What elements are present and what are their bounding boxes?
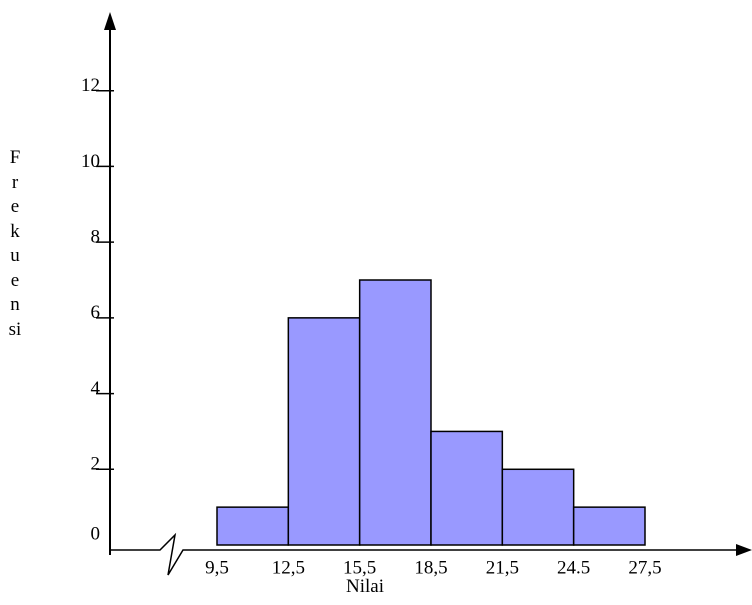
y-tick-label: 12	[81, 75, 100, 96]
x-tick-label: 24.5	[557, 557, 590, 578]
bar	[217, 507, 288, 545]
y-arrow	[104, 12, 116, 30]
page: Nilai 0 2 4 6 8 10 12 9,5 12,5 15,5 18,5 21,5 24.5 27…	[0, 0, 752, 605]
y-tick-label: 8	[91, 227, 101, 248]
bar	[288, 318, 359, 545]
y-tick-label: 2	[91, 454, 101, 475]
y-tick-label: 0	[91, 523, 101, 544]
x-tick-label: 27,5	[628, 557, 661, 578]
chart: Nilai 0 2 4 6 8 10 12 9,5 12,5 15,5 18,5 21,5 24.5 27…	[0, 0, 752, 605]
x-tick-label: 9,5	[205, 557, 229, 578]
x-tick-label: 12,5	[272, 557, 305, 578]
bar	[431, 431, 502, 545]
y-axis-label: Frekuensi	[8, 146, 22, 342]
x-tick-label: 18,5	[414, 557, 447, 578]
bar	[574, 507, 645, 545]
y-tick-label: 4	[91, 378, 101, 399]
bar	[502, 469, 573, 545]
bar	[360, 280, 431, 545]
x-tick-label: 15,5	[343, 557, 376, 578]
x-axis-label: Nilai	[346, 576, 384, 597]
x-arrow	[736, 544, 752, 556]
y-tick-label: 10	[81, 151, 100, 172]
x-tick-label: 21,5	[486, 557, 519, 578]
y-tick-label: 6	[91, 302, 101, 323]
